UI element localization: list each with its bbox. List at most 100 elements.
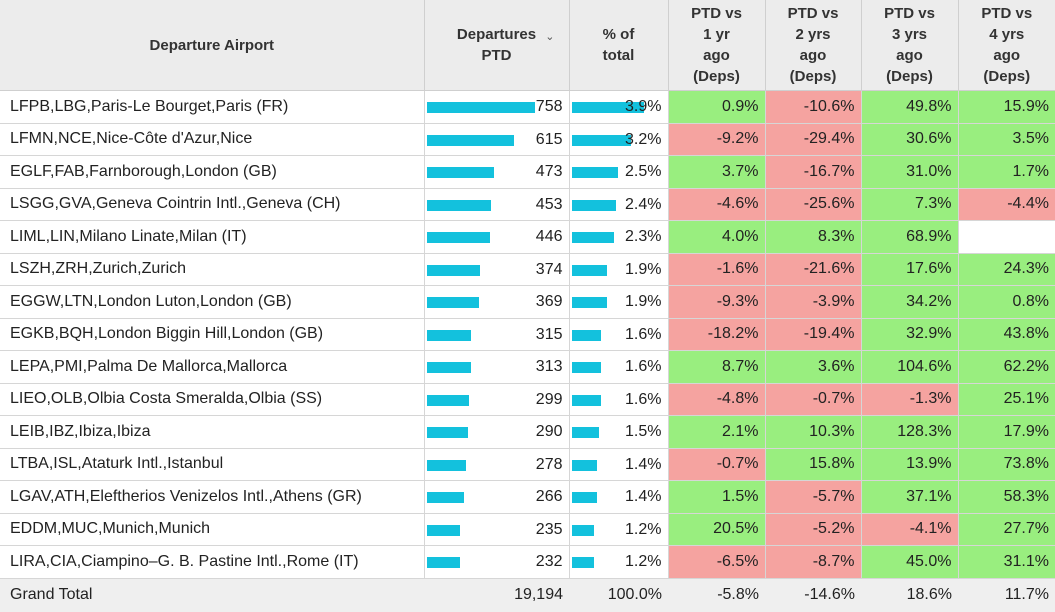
variance-v3-cell: 68.9% [861,220,959,254]
header-pct-of-total-label: % of total [602,26,635,64]
departures-value: 232 [535,553,563,570]
departures-value: 290 [535,423,563,440]
departures-cell: 374 [424,253,570,286]
variance-v3-cell: 37.1% [861,480,959,514]
variance-v4-cell [958,220,1055,254]
variance-v1-cell: -4.6% [668,188,766,221]
variance-v1-cell: 8.7% [668,350,766,384]
variance-v1-cell: 2.1% [668,415,766,449]
pct-of-total-bar [571,362,602,373]
departure-airport-cell: EGGW,LTN,London Luton,London (GB) [0,285,425,319]
table-row[interactable]: EGLF,FAB,Farnborough,London (GB) 473 2.5% 3… [0,155,1055,189]
pct-of-total-bar [571,329,602,341]
variance-v3-cell: 49.8% [861,90,959,124]
variance-v3-cell: 32.9% [861,318,959,351]
departures-cell: 266 [424,480,570,514]
pct-of-total-value: 3.9% [625,98,662,115]
pct-of-total-bar [571,199,616,211]
pct-of-total-value: 2.3% [625,228,662,245]
departure-airport-cell: LSGG,GVA,Geneva Cointrin Intl.,Geneva (C… [0,188,425,221]
table-row[interactable]: LIEO,OLB,Olbia Costa Smeralda,Olbia (SS)… [0,383,1055,416]
departures-bar [426,167,494,178]
header-departures-ptd[interactable]: Departures PTD ⌄ [424,0,570,91]
variance-v1-cell: -1.6% [668,253,766,286]
variance-v1-cell: 20.5% [668,513,766,546]
table-row[interactable]: LSZH,ZRH,Zurich,Zurich 374 1.9% -1.6% -21.6%… [0,253,1055,286]
departure-airport-cell: LFPB,LBG,Paris-Le Bourget,Paris (FR) [0,90,425,124]
pct-of-total-cell: 2.5% [569,155,669,189]
header-vs-3yrs-label: PTD vs 3 yrs ago (Deps) [884,5,935,85]
table-row[interactable]: LFPB,LBG,Paris-Le Bourget,Paris (FR) 758 3… [0,90,1055,124]
variance-v1-cell: 4.0% [668,220,766,254]
variance-v3-cell: 45.0% [861,545,959,579]
pct-of-total-bar [571,264,607,276]
departures-value: 615 [535,130,563,148]
pct-of-total-bar [571,167,618,178]
departures-bar [426,524,460,536]
pct-of-total-value: 1.6% [625,358,662,375]
departures-cell: 315 [424,318,570,351]
table-row[interactable]: LEPA,PMI,Palma De Mallorca,Mallorca 313 1.… [0,350,1055,384]
table-row[interactable]: LGAV,ATH,Eleftherios Venizelos Intl.,Ath… [0,480,1055,514]
variance-v3-cell: 17.6% [861,253,959,286]
variance-v2-cell: -8.7% [765,545,862,579]
variance-v1-cell: -9.3% [668,285,766,319]
table-row[interactable]: EGGW,LTN,London Luton,London (GB) 369 1.9%… [0,285,1055,319]
departures-cell: 446 [424,220,570,254]
pct-of-total-value: 1.4% [625,488,662,505]
header-vs-4yrs[interactable]: PTD vs 4 yrs ago (Deps) [958,0,1055,91]
pct-of-total-cell: 1.6% [569,383,669,416]
table-row[interactable]: LIRA,CIA,Ciampino–G. B. Pastine Intl.,Ro… [0,545,1055,579]
header-vs-1yr[interactable]: PTD vs 1 yr ago (Deps) [668,0,766,91]
pct-of-total-bar [571,524,594,536]
grand-total-label: Grand Total [0,578,424,612]
pct-of-total-cell: 1.6% [569,350,669,384]
header-vs-2yrs[interactable]: PTD vs 2 yrs ago (Deps) [765,0,862,91]
grand-total-pct: 100.0% [569,578,668,612]
variance-v3-cell: 128.3% [861,415,959,449]
pct-of-total-bar [571,232,614,243]
variance-v1-cell: -18.2% [668,318,766,351]
pct-of-total-value: 1.6% [625,325,662,343]
departures-value: 278 [535,455,563,473]
variance-v3-cell: 104.6% [861,350,959,384]
header-departure-airport[interactable]: Departure Airport [0,0,425,91]
variance-v2-cell: -25.6% [765,188,862,221]
table-row[interactable]: LFMN,NCE,Nice-Côte d'Azur,Nice 615 3.2% -9.… [0,123,1055,156]
departure-airport-cell: LIEO,OLB,Olbia Costa Smeralda,Olbia (SS) [0,383,425,416]
variance-v1-cell: 3.7% [668,155,766,189]
variance-v4-cell: 0.8% [958,285,1055,319]
pct-of-total-bar [571,459,598,471]
header-vs-3yrs[interactable]: PTD vs 3 yrs ago (Deps) [861,0,959,91]
departure-airport-cell: LTBA,ISL,Ataturk Intl.,Istanbul [0,448,425,481]
pct-of-total-cell: 1.2% [569,513,669,546]
table-row[interactable]: LSGG,GVA,Geneva Cointrin Intl.,Geneva (C… [0,188,1055,221]
grand-total-vs-4yrs: 11.7% [958,578,1055,612]
table-row[interactable]: LTBA,ISL,Ataturk Intl.,Istanbul 278 1.4% -0… [0,448,1055,481]
header-row: Departure Airport Departures PTD ⌄ % of t… [0,0,1055,91]
header-departure-airport-label: Departure Airport [149,36,274,54]
variance-v4-cell: 15.9% [958,90,1055,124]
header-pct-of-total[interactable]: % of total [569,0,669,91]
variance-v3-cell: 7.3% [861,188,959,221]
table-row[interactable]: LIML,LIN,Milano Linate,Milan (IT) 446 2.3%… [0,220,1055,254]
table-row[interactable]: LEIB,IBZ,Ibiza,Ibiza 290 1.5% 2.1% 10.3% 128.… [0,415,1055,449]
table-row[interactable]: EDDM,MUC,Munich,Munich 235 1.2% 20.5% -5.2% -… [0,513,1055,546]
table-body: LFPB,LBG,Paris-Le Bourget,Paris (FR) 758 3… [0,90,1055,579]
departures-bar [426,329,472,341]
departure-airport-cell: LEPA,PMI,Palma De Mallorca,Mallorca [0,350,425,384]
pct-of-total-value: 1.2% [625,553,662,570]
departures-bar [426,492,465,503]
table-row[interactable]: EGKB,BQH,London Biggin Hill,London (GB) 3… [0,318,1055,351]
variance-v2-cell: 10.3% [765,415,862,449]
departure-airport-cell: LIRA,CIA,Ciampino–G. B. Pastine Intl.,Ro… [0,545,425,579]
pct-of-total-cell: 1.9% [569,253,669,286]
pct-of-total-value: 3.2% [625,130,662,148]
chevron-down-icon[interactable]: ⌄ [545,31,555,43]
pct-of-total-cell: 1.9% [569,285,669,319]
pct-of-total-bar [571,134,631,146]
pct-of-total-cell: 1.6% [569,318,669,351]
pct-of-total-value: 1.9% [625,260,662,278]
grand-total-vs-1yr: -5.8% [668,578,765,612]
